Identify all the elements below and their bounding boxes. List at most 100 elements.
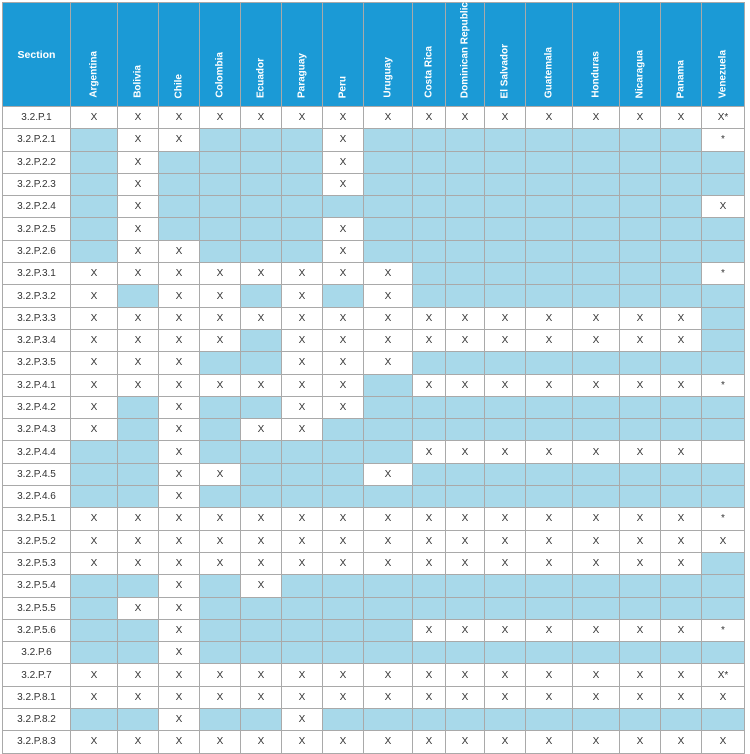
requirement-cell: X (322, 150, 364, 174)
shaded-cell (199, 195, 241, 219)
shaded-cell (525, 641, 573, 665)
table-row: 3.2.P.8.1 X X X X X X X X X X X X X X X X (2, 685, 745, 710)
shaded-cell (363, 373, 413, 397)
requirement-cell: X (117, 128, 159, 152)
requirement-cell: X (412, 618, 446, 643)
requirement-cell: X (281, 395, 323, 420)
section-cell: 3.2.P.4.4 (2, 440, 71, 464)
shaded-cell (525, 395, 573, 420)
requirement-cell: X (484, 685, 526, 710)
requirement-cell: X (240, 507, 282, 531)
shaded-cell (363, 485, 413, 509)
requirement-cell: X (660, 618, 702, 643)
shaded-cell (412, 641, 446, 665)
country-label: Peru (337, 75, 349, 98)
requirement-cell: X (70, 418, 118, 442)
requirement-cell: X (525, 440, 573, 464)
requirement-cell: X (70, 262, 118, 286)
shaded-cell (572, 239, 620, 264)
requirement-cell: X (363, 507, 413, 531)
requirement-cell: X (281, 685, 323, 710)
requirement-cell: X (572, 551, 620, 576)
shaded-cell (484, 284, 526, 308)
section-cell: 3.2.P.7 (2, 663, 71, 687)
requirement-cell: X (412, 306, 446, 330)
shaded-cell (701, 708, 745, 732)
requirement-cell: X (117, 262, 159, 286)
shaded-cell (619, 395, 661, 420)
shaded-cell (412, 574, 446, 598)
shaded-cell (240, 239, 282, 264)
requirement-cell: X (70, 685, 118, 710)
section-cell: 3.2.P.4.2 (2, 395, 71, 420)
requirement-cell: X (281, 262, 323, 286)
shaded-cell (572, 485, 620, 509)
table-row: 3.2.P.4.1 X X X X X X X X X X X X X X * (2, 373, 745, 397)
requirement-cell: X (281, 328, 323, 353)
shaded-cell (363, 172, 413, 197)
requirement-cell: X (412, 105, 446, 130)
shaded-cell (412, 708, 446, 732)
table-row: 3.2.P.5.6 X X X X X X X X * (2, 618, 745, 643)
section-cell: 3.2.P.3.3 (2, 306, 71, 330)
shaded-cell (619, 351, 661, 375)
requirement-cell: X (199, 373, 241, 397)
shaded-cell (660, 641, 702, 665)
shaded-cell (619, 150, 661, 174)
requirement-cell: X (572, 685, 620, 710)
shaded-cell (70, 440, 118, 464)
country-header: Panama (660, 2, 702, 107)
requirement-cell: X (70, 373, 118, 397)
requirement-cell: X (322, 507, 364, 531)
shaded-cell (70, 128, 118, 152)
requirement-cell: X (70, 730, 118, 754)
shaded-cell (619, 708, 661, 732)
table-row: 3.2.P.3.5 X X X X X X (2, 351, 745, 375)
table-row: 3.2.P.6 X (2, 641, 745, 665)
shaded-cell (117, 395, 159, 420)
shaded-cell (572, 641, 620, 665)
shaded-cell (445, 150, 485, 174)
requirement-cell: X (240, 685, 282, 710)
table-row: 3.2.P.4.4 X X X X X X X X (2, 440, 745, 464)
requirement-cell: X (572, 440, 620, 464)
shaded-cell (363, 596, 413, 620)
requirement-cell: X (281, 551, 323, 576)
shaded-cell (701, 150, 745, 174)
table-row: 3.2.P.1 X X X X X X X X X X X X X X X X* (2, 105, 745, 130)
requirement-cell: X (619, 306, 661, 330)
requirement-cell: X (281, 373, 323, 397)
requirement-cell: X (117, 239, 159, 264)
shaded-cell (525, 150, 573, 174)
shaded-cell (525, 418, 573, 442)
shaded-cell (240, 172, 282, 197)
country-header: Honduras (572, 2, 620, 107)
shaded-cell (199, 217, 241, 241)
requirement-cell: X (281, 529, 323, 553)
shaded-cell (660, 217, 702, 241)
requirement-cell: X (158, 395, 200, 420)
requirement-cell: X (117, 373, 159, 397)
section-cell: 3.2.P.5.6 (2, 618, 71, 643)
shaded-cell (445, 217, 485, 241)
shaded-cell (70, 618, 118, 643)
section-cell: 3.2.P.4.5 (2, 462, 71, 487)
requirement-cell: X (322, 351, 364, 375)
requirement-cell: X (240, 105, 282, 130)
shaded-cell (572, 128, 620, 152)
shaded-cell (158, 150, 200, 174)
shaded-cell (240, 596, 282, 620)
shaded-cell (158, 195, 200, 219)
requirement-cell: X (117, 685, 159, 710)
table-row: 3.2.P.2.3 X X (2, 172, 745, 197)
shaded-cell (484, 150, 526, 174)
shaded-cell (363, 217, 413, 241)
shaded-cell (445, 128, 485, 152)
shaded-cell (619, 596, 661, 620)
shaded-cell (70, 485, 118, 509)
shaded-cell (701, 284, 745, 308)
requirement-cell: X (70, 529, 118, 553)
country-label: Colombia (214, 52, 226, 98)
requirement-cell: X (158, 507, 200, 531)
requirement-cell: X (484, 730, 526, 754)
